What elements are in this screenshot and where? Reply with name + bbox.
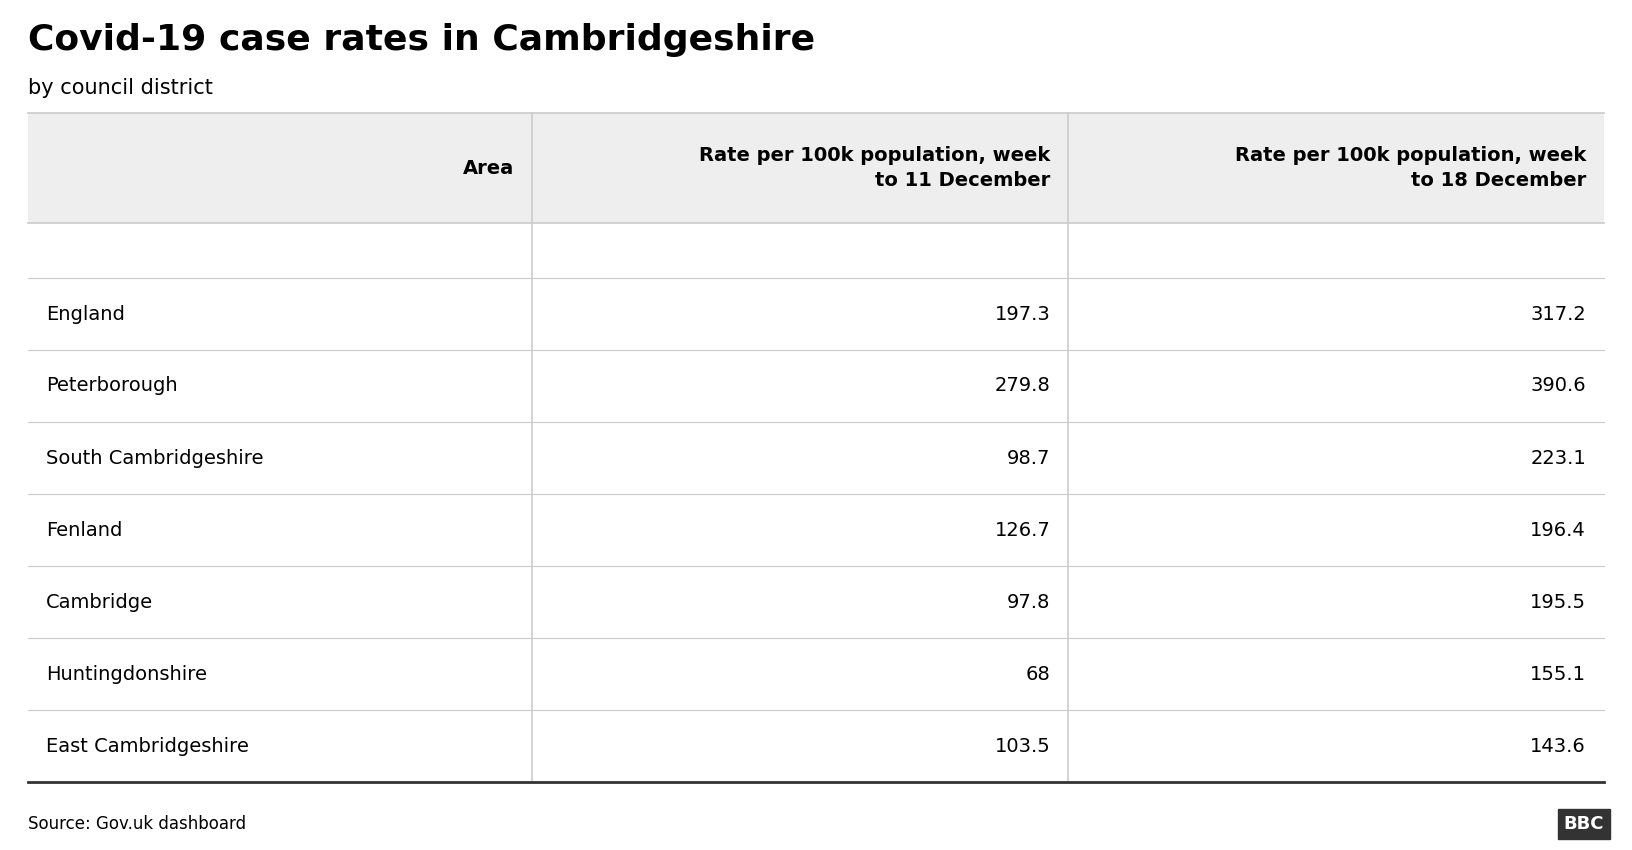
Text: Huntingdonshire: Huntingdonshire <box>46 665 207 683</box>
Text: Fenland: Fenland <box>46 520 122 540</box>
Text: 279.8: 279.8 <box>994 377 1049 395</box>
Text: 223.1: 223.1 <box>1531 449 1586 468</box>
Text: 97.8: 97.8 <box>1007 592 1049 611</box>
Text: Rate per 100k population, week
to 18 December: Rate per 100k population, week to 18 Dec… <box>1235 146 1586 190</box>
Text: Cambridge: Cambridge <box>46 592 153 611</box>
Text: Rate per 100k population, week
to 11 December: Rate per 100k population, week to 11 Dec… <box>698 146 1049 190</box>
Text: 155.1: 155.1 <box>1531 665 1586 683</box>
Text: 195.5: 195.5 <box>1531 592 1586 611</box>
Text: East Cambridgeshire: East Cambridgeshire <box>46 736 248 756</box>
Text: Peterborough: Peterborough <box>46 377 178 395</box>
Text: 126.7: 126.7 <box>994 520 1049 540</box>
Text: South Cambridgeshire: South Cambridgeshire <box>46 449 263 468</box>
Text: 317.2: 317.2 <box>1531 304 1586 324</box>
Text: England: England <box>46 304 126 324</box>
Text: BBC: BBC <box>1563 815 1604 833</box>
Bar <box>28 113 1604 223</box>
Text: Source: Gov.uk dashboard: Source: Gov.uk dashboard <box>28 815 246 833</box>
Text: Area: Area <box>463 158 514 178</box>
Text: 68: 68 <box>1025 665 1049 683</box>
Text: 143.6: 143.6 <box>1531 736 1586 756</box>
Text: 197.3: 197.3 <box>994 304 1049 324</box>
Text: 98.7: 98.7 <box>1007 449 1049 468</box>
Text: 390.6: 390.6 <box>1531 377 1586 395</box>
Text: Covid-19 case rates in Cambridgeshire: Covid-19 case rates in Cambridgeshire <box>28 23 814 57</box>
Text: 196.4: 196.4 <box>1531 520 1586 540</box>
Text: by council district: by council district <box>28 78 212 98</box>
Text: 103.5: 103.5 <box>994 736 1049 756</box>
